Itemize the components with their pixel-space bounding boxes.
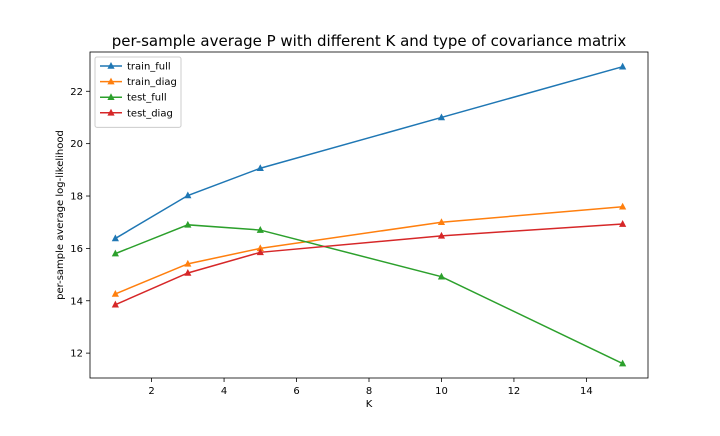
x-axis-label: K xyxy=(366,399,373,410)
legend-label: test_full xyxy=(127,93,167,104)
legend-swatch-marker xyxy=(107,77,115,85)
legend-label: train_diag xyxy=(127,77,177,88)
legend-box xyxy=(94,56,182,128)
y-tick-label: 20 xyxy=(70,139,83,150)
y-tick-label: 18 xyxy=(70,192,83,203)
y-axis: 12 14 16 18 20 22 xyxy=(70,87,90,360)
x-tick-label: 6 xyxy=(293,386,299,397)
x-tick-label: 4 xyxy=(221,386,227,397)
y-tick-label: 14 xyxy=(70,296,83,307)
series-test_diag xyxy=(111,220,627,308)
data-point xyxy=(184,191,192,199)
data-point xyxy=(437,113,446,121)
chart-title: per-sample average P with different K an… xyxy=(112,32,627,50)
y-tick-label: 16 xyxy=(70,244,83,255)
data-point xyxy=(111,249,119,257)
data-point xyxy=(111,300,119,308)
legend-swatch-marker xyxy=(107,62,115,69)
data-point xyxy=(256,248,264,256)
y-axis-label: per-sample average log-likelihood xyxy=(55,130,66,300)
x-tick-label: 12 xyxy=(508,386,521,397)
legend-swatch-marker xyxy=(107,93,115,100)
x-tick-label: 8 xyxy=(366,386,372,397)
data-point xyxy=(437,272,446,280)
legend-label: train_full xyxy=(127,62,171,73)
x-tick-label: 10 xyxy=(435,386,448,397)
data-point xyxy=(184,220,192,228)
data-point xyxy=(256,164,264,172)
data-point xyxy=(111,289,119,297)
data-point xyxy=(619,359,627,367)
series-test_full xyxy=(111,220,627,367)
legend-swatch-marker xyxy=(107,108,115,116)
legend: train_full train_diag test_full test_diag xyxy=(94,56,182,128)
data-point xyxy=(256,226,264,233)
legend-label: test_diag xyxy=(127,108,173,119)
x-axis: 2 4 6 8 10 12 14 xyxy=(148,378,593,397)
data-point xyxy=(619,202,627,210)
data-point xyxy=(184,259,192,267)
x-tick-label: 2 xyxy=(148,386,154,397)
plot-area xyxy=(111,62,627,367)
data-point xyxy=(619,62,627,70)
y-tick-label: 12 xyxy=(70,349,83,360)
data-point xyxy=(619,220,627,227)
data-point xyxy=(256,244,264,252)
data-point xyxy=(184,268,192,276)
data-point xyxy=(111,234,119,242)
data-point xyxy=(437,218,446,226)
y-tick-label: 22 xyxy=(70,87,83,98)
x-tick-label: 14 xyxy=(580,386,593,397)
series-train_full xyxy=(111,62,627,242)
data-point xyxy=(437,231,446,239)
